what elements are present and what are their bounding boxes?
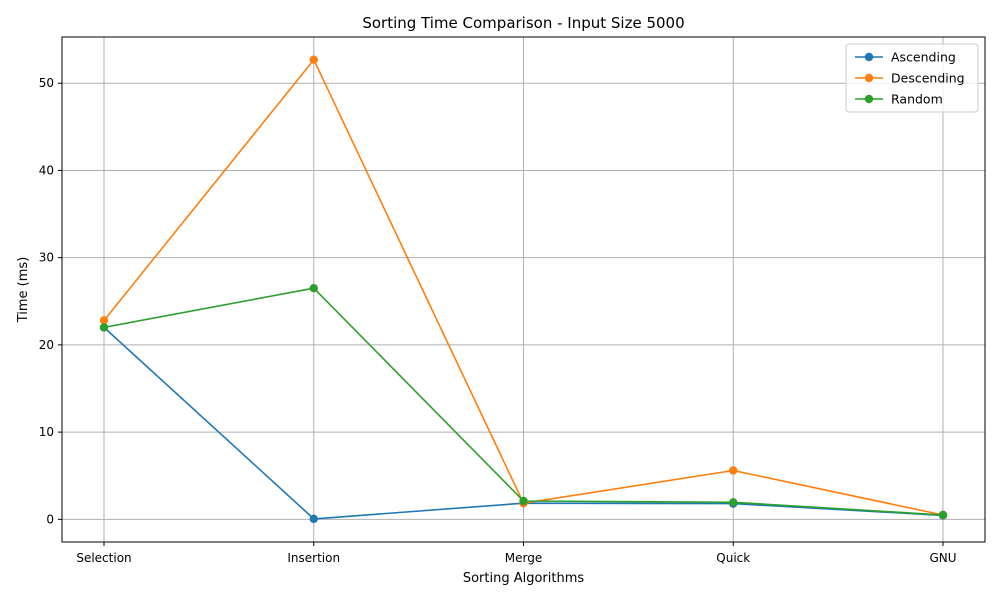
grid-layer (62, 37, 985, 542)
data-point (99, 316, 109, 325)
data-point (309, 55, 318, 64)
y-tick-label: 20 (39, 338, 54, 352)
axis-layer: Selection Insertion Merge Quick GNU 0 10 20 30 40… (39, 76, 957, 565)
y-tick-label: 40 (39, 163, 54, 177)
legend-marker (864, 73, 874, 83)
legend-label: Random (891, 92, 943, 107)
chart-title: Sorting Time Comparison - Input Size 500… (362, 14, 684, 32)
legend-item: Descending (855, 71, 965, 86)
legend-item: Random (855, 92, 943, 107)
legend: Ascending Descending Random (845, 43, 979, 113)
series-layer (99, 55, 948, 524)
legend-item: Ascending (855, 50, 956, 65)
x-tick-label: Selection (76, 551, 131, 565)
data-point (99, 323, 109, 332)
x-tick-label: Quick (716, 551, 750, 565)
data-point (729, 466, 738, 475)
data-point (309, 283, 318, 293)
y-axis-title: Time (ms) (16, 257, 31, 324)
x-tick-label: Insertion (287, 551, 340, 565)
x-axis-title: Sorting Algorithms (463, 571, 585, 586)
y-tick-label: 50 (39, 76, 54, 90)
legend-items: Ascending Descending Random (855, 50, 965, 107)
data-point (729, 498, 738, 507)
data-point (309, 514, 318, 524)
legend-marker (864, 52, 874, 62)
series-random (99, 283, 948, 520)
legend-label: Descending (891, 71, 965, 86)
y-tick-label: 10 (39, 425, 54, 439)
data-point (938, 510, 948, 520)
x-tick-label: Merge (505, 551, 542, 565)
x-tick-label: GNU (929, 551, 956, 565)
y-tick-label: 0 (46, 512, 54, 526)
data-point (519, 496, 528, 506)
legend-label: Ascending (891, 50, 956, 65)
y-tick-label: 30 (39, 251, 54, 265)
legend-marker (864, 94, 874, 104)
legend-box (845, 43, 979, 113)
